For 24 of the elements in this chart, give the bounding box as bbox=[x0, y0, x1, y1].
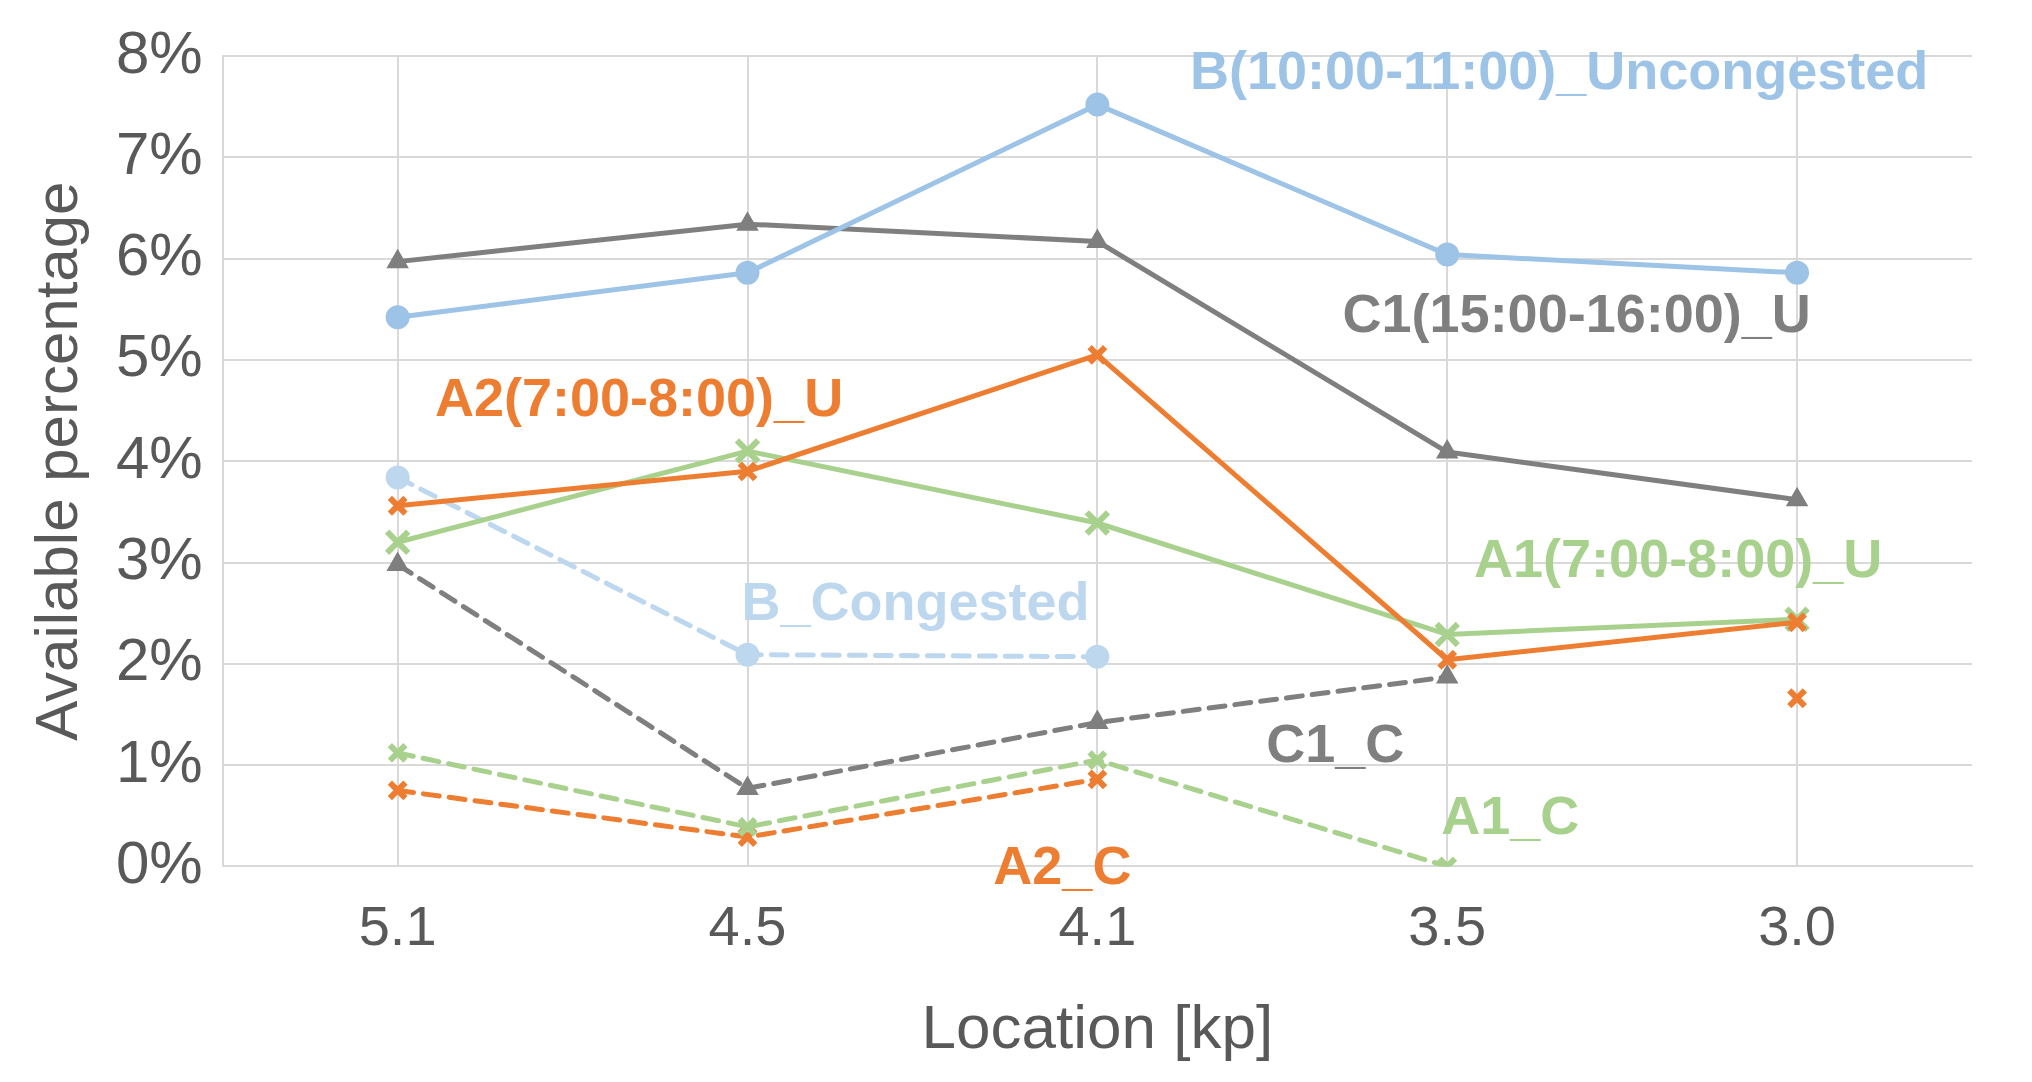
y-tick-label: 7% bbox=[116, 119, 203, 187]
x-tick-label: 5.1 bbox=[358, 894, 437, 958]
series-label: C1(15:00-16:00)_U bbox=[1342, 283, 1811, 344]
series-label: A2(7:00-8:00)_U bbox=[434, 367, 844, 428]
series-label: A1(7:00-8:00)_U bbox=[1474, 528, 1883, 589]
y-tick-label: 6% bbox=[116, 221, 203, 289]
series-label: A1_C bbox=[1441, 784, 1580, 845]
x-tick-label: 4.1 bbox=[1058, 894, 1137, 958]
series-label: C1_C bbox=[1266, 712, 1405, 773]
x-axis-title: Location [kp] bbox=[921, 991, 1274, 1061]
y-tick-label: 2% bbox=[116, 626, 203, 694]
x-tick-label: 3.0 bbox=[1758, 894, 1836, 958]
y-tick-label: 3% bbox=[116, 525, 203, 593]
y-tick-label: 1% bbox=[116, 727, 203, 795]
y-tick-label: 5% bbox=[116, 322, 203, 390]
series-label: B(10:00-11:00)_Uncongested bbox=[1190, 40, 1929, 101]
y-tick-label: 8% bbox=[116, 18, 203, 86]
series-label: B_Congested bbox=[741, 570, 1090, 631]
series-label: A2_C bbox=[993, 835, 1132, 896]
y-axis-title: Available percentage bbox=[22, 181, 90, 741]
x-tick-label: 3.5 bbox=[1408, 894, 1487, 958]
y-tick-label: 4% bbox=[116, 423, 203, 491]
x-tick-label: 4.5 bbox=[708, 894, 787, 958]
y-tick-label: 0% bbox=[116, 828, 203, 896]
